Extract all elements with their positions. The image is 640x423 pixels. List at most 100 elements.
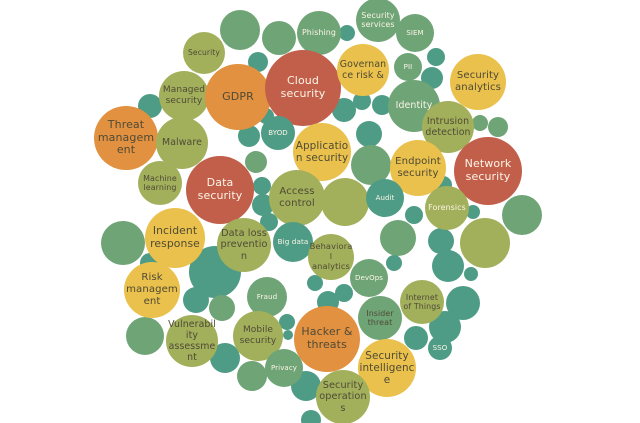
bubble-data-loss-prevention[interactable]: Data loss prevention — [217, 218, 271, 272]
bubble-unlabeled[interactable] — [253, 177, 271, 195]
bubble-label: GDPR — [222, 89, 254, 103]
bubble-big-data[interactable]: Big data — [273, 222, 313, 262]
bubble-unlabeled[interactable] — [307, 275, 323, 291]
bubble-label: Security operations — [319, 379, 367, 414]
bubble-gdpr[interactable]: GDPR — [205, 64, 271, 130]
bubble-machine-learning[interactable]: Machine learning — [138, 161, 182, 205]
bubble-unlabeled[interactable] — [460, 218, 510, 268]
bubble-label: Internet of Things — [403, 292, 441, 311]
bubble-vulnerability-assessment[interactable]: Vulnerability assessment — [166, 315, 218, 367]
bubble-unlabeled[interactable] — [301, 410, 321, 423]
bubble-security-services[interactable]: Security services — [356, 0, 400, 42]
bubble-unlabeled[interactable] — [351, 145, 391, 185]
bubble-unlabeled[interactable] — [380, 220, 416, 256]
bubble-cloud-security[interactable]: Cloud security — [265, 50, 341, 126]
bubble-label: Fraud — [256, 291, 278, 301]
bubble-label: Intrusion detection — [425, 115, 471, 138]
bubble-unlabeled[interactable] — [209, 295, 235, 321]
bubble-unlabeled[interactable] — [502, 195, 542, 235]
bubble-unlabeled[interactable] — [101, 221, 145, 265]
bubble-unlabeled[interactable] — [339, 25, 355, 41]
bubble-unlabeled[interactable] — [386, 255, 402, 271]
bubble-unlabeled[interactable] — [262, 21, 296, 55]
bubble-unlabeled[interactable] — [279, 314, 295, 330]
bubble-unlabeled[interactable] — [464, 267, 478, 281]
bubble-governance-risk[interactable]: Governance risk & — [337, 44, 389, 96]
bubble-label: BYOD — [268, 128, 288, 137]
bubble-label: Security intelligence — [359, 349, 415, 387]
bubble-data-security[interactable]: Data security — [186, 156, 254, 224]
bubble-unlabeled[interactable] — [428, 228, 454, 254]
bubble-label: Hacker & threats — [301, 325, 353, 351]
bubble-access-control[interactable]: Access control — [269, 170, 325, 226]
bubble-phishing[interactable]: Phishing — [297, 11, 341, 55]
bubble-threat-management[interactable]: Threat management — [94, 106, 158, 170]
bubble-hacker-threats[interactable]: Hacker & threats — [294, 306, 360, 372]
bubble-managed-security[interactable]: Managed security — [159, 71, 209, 121]
bubble-label: Threat management — [97, 117, 155, 157]
bubble-label: Identity — [395, 100, 433, 112]
bubble-internet-of-things[interactable]: Internet of Things — [400, 280, 444, 324]
bubble-unlabeled[interactable] — [353, 92, 371, 110]
bubble-siem[interactable]: SIEM — [396, 14, 434, 52]
bubble-label: Audit — [375, 193, 395, 202]
bubble-unlabeled[interactable] — [183, 287, 209, 313]
bubble-label: Phishing — [301, 28, 337, 38]
bubble-unlabeled[interactable] — [252, 194, 274, 216]
bubble-devops[interactable]: DevOps — [350, 259, 388, 297]
bubble-unlabeled[interactable] — [466, 205, 480, 219]
bubble-forensics[interactable]: Forensics — [425, 186, 469, 230]
bubble-label: Behavioral analytics — [309, 241, 353, 271]
bubble-label: Privacy — [270, 363, 298, 372]
bubble-privacy[interactable]: Privacy — [265, 349, 303, 387]
bubble-security-operations[interactable]: Security operations — [316, 370, 370, 423]
bubble-label: Security services — [361, 10, 395, 29]
bubble-risk-management[interactable]: Risk management — [124, 262, 180, 318]
bubble-pii[interactable]: PII — [394, 53, 422, 81]
bubble-sso[interactable]: SSO — [428, 336, 452, 360]
bubble-audit[interactable]: Audit — [366, 179, 404, 217]
bubble-label: Data loss prevention — [220, 227, 268, 262]
bubble-unlabeled[interactable] — [472, 115, 488, 131]
bubble-label: Application security — [295, 139, 349, 164]
bubble-label: DevOps — [354, 273, 384, 282]
bubble-insider-threat[interactable]: Insider threat — [358, 296, 402, 340]
bubble-incident-response[interactable]: Incident response — [145, 208, 205, 268]
bubble-unlabeled[interactable] — [356, 121, 382, 147]
bubble-unlabeled[interactable] — [126, 317, 164, 355]
bubble-unlabeled[interactable] — [427, 48, 445, 66]
bubble-unlabeled[interactable] — [432, 250, 464, 282]
bubble-unlabeled[interactable] — [237, 361, 267, 391]
bubble-label: Network security — [464, 157, 512, 183]
bubble-network-security[interactable]: Network security — [454, 137, 522, 205]
bubble-label: Mobile security — [239, 325, 277, 346]
bubble-byod[interactable]: BYOD — [261, 116, 295, 150]
bubble-label: SIEM — [406, 28, 424, 37]
bubble-unlabeled[interactable] — [321, 178, 369, 226]
bubble-label: Access control — [279, 186, 315, 209]
bubble-unlabeled[interactable] — [245, 151, 267, 173]
bubble-unlabeled[interactable] — [220, 10, 260, 50]
bubble-unlabeled[interactable] — [488, 117, 508, 137]
bubble-label: Machine learning — [143, 173, 177, 192]
bubble-security[interactable]: Security — [183, 32, 225, 74]
bubble-unlabeled[interactable] — [405, 206, 423, 224]
bubble-label: Big data — [277, 236, 309, 246]
bubble-malware[interactable]: Malware — [156, 117, 208, 169]
bubble-fraud[interactable]: Fraud — [247, 277, 287, 317]
bubble-label: Incident response — [150, 224, 200, 250]
bubble-label: Managed security — [162, 85, 206, 106]
bubble-unlabeled[interactable] — [404, 326, 428, 350]
bubble-label: Vulnerability assessment — [168, 318, 216, 364]
bubble-unlabeled[interactable] — [372, 95, 392, 115]
bubble-security-analytics[interactable]: Security analytics — [450, 54, 506, 110]
bubble-label: Forensics — [428, 203, 466, 213]
bubble-unlabeled[interactable] — [283, 330, 293, 340]
bubble-label: Risk management — [126, 272, 178, 307]
bubble-behavioral-analytics[interactable]: Behavioral analytics — [308, 234, 354, 280]
bubble-unlabeled[interactable] — [335, 284, 353, 302]
bubble-label: Data security — [197, 176, 243, 202]
bubble-unlabeled[interactable] — [238, 125, 260, 147]
bubble-label: Cloud security — [280, 74, 326, 100]
